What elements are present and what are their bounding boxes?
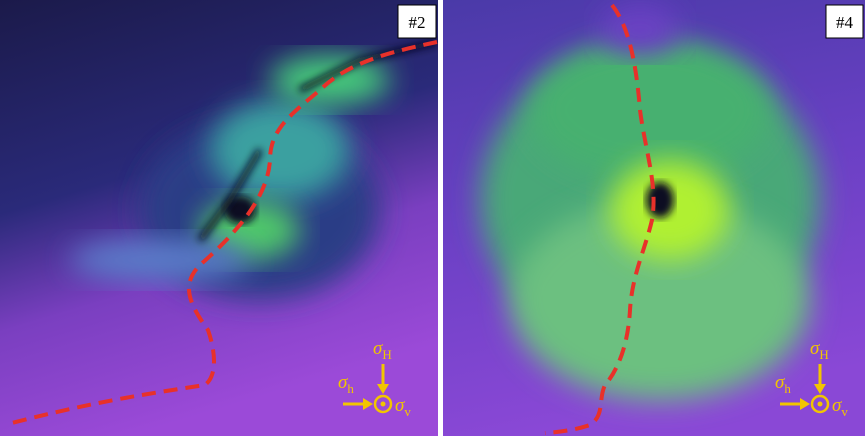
panel-label: #2 [409,13,426,32]
stress-subscript: H [819,347,828,362]
photo-right [443,0,865,436]
figure: #2σHσhσv#4σHσhσv [0,0,865,436]
stress-dot [381,402,386,407]
stress-subscript: h [347,381,354,396]
stress-subscript: h [784,381,791,396]
stress-dot [818,402,823,407]
panel-label: #4 [836,13,854,32]
stress-subscript: v [404,404,411,419]
panel-divider [438,0,443,436]
stress-subscript: H [382,347,391,362]
photo-left [0,0,438,436]
stress-subscript: v [841,404,848,419]
